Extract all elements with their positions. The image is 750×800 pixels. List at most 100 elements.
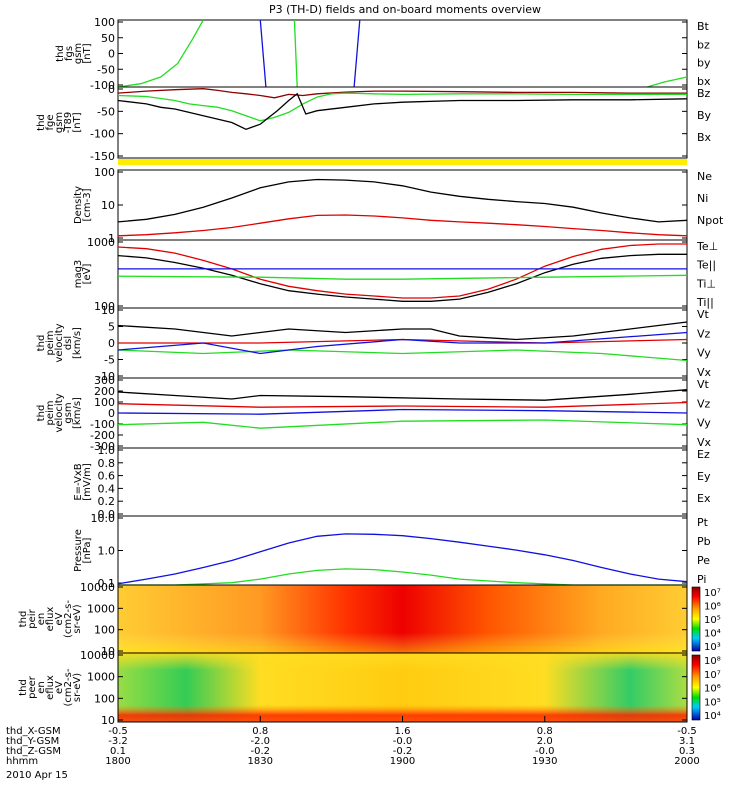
panel-temp: 1000 100 mag3[eV] Te⊥ Te|| Ti⊥ Ti|| bbox=[73, 236, 718, 313]
panel-frame bbox=[117, 169, 688, 241]
legend-temp-te: Te⊥ bbox=[696, 240, 718, 253]
y-tick-label: 100 bbox=[94, 396, 115, 409]
x-axis-row-value: 1900 bbox=[390, 756, 415, 767]
panel-frame bbox=[117, 86, 688, 159]
legend-pressure-pe: Pe bbox=[697, 554, 710, 567]
legend-fgs-bt: Bt bbox=[697, 20, 710, 33]
x-axis-row-value: 2000 bbox=[674, 756, 699, 767]
y-axis-label: thd bbox=[55, 45, 66, 62]
y-axis-label: (cm2-s- bbox=[63, 600, 74, 638]
y-tick-label: 100 bbox=[94, 16, 115, 29]
y-tick-label: 0 bbox=[108, 83, 115, 96]
series-vdsl-vx bbox=[117, 331, 688, 355]
y-tick-label: 10 bbox=[101, 199, 115, 212]
y-axis-label: Pressure bbox=[73, 529, 84, 572]
y-tick-label: 0.1 bbox=[98, 577, 116, 590]
series-pressure-pe bbox=[118, 568, 687, 586]
y-tick-label: -100 bbox=[90, 79, 115, 92]
y-axis-label: (cm2-s- bbox=[63, 668, 74, 706]
x-axis-row-value: 1930 bbox=[532, 756, 557, 767]
colorbar-tick-label: 10⁷ bbox=[704, 588, 721, 599]
x-axis-row-value: -0.5 bbox=[677, 726, 697, 737]
legend-efield-ez: Ez bbox=[697, 448, 710, 461]
y-tick-label: 10 bbox=[101, 304, 115, 317]
legend-vdsl-vy: Vy bbox=[697, 347, 711, 360]
series-fgs-by bbox=[647, 76, 688, 88]
x-axis-row-label: thd_Z-GSM bbox=[6, 746, 61, 757]
colorbar-tick-label: 10⁴ bbox=[704, 711, 721, 722]
y-tick-label: 100 bbox=[94, 624, 115, 637]
legend-fgs-by: by bbox=[697, 57, 711, 70]
series-vgsm-vy bbox=[117, 419, 688, 429]
y-axis-label: peim bbox=[45, 400, 56, 425]
y-tick-label: -100 bbox=[90, 418, 115, 431]
y-tick-label: 1.0 bbox=[98, 444, 116, 457]
x-axis-row-value: 0.3 bbox=[679, 746, 695, 757]
y-tick-label: 0.8 bbox=[98, 457, 116, 470]
y-tick-label: 0.2 bbox=[98, 495, 116, 508]
y-axis-label: fge bbox=[45, 114, 56, 130]
y-axis-label: -T89 bbox=[63, 112, 74, 134]
y-tick-label: -150 bbox=[90, 150, 115, 163]
series-vgsm-vt bbox=[117, 389, 688, 401]
colorbar-tick-label: 10⁶ bbox=[704, 684, 721, 695]
series-vgsm-vx bbox=[117, 408, 688, 415]
legend-temp-ti: Ti|| bbox=[696, 296, 714, 309]
panel-efield: 1.00.80.60.40.20.0 E=-VxB[mV/m] Ez Ey Ex bbox=[73, 444, 711, 521]
y-tick-label: -5 bbox=[104, 354, 115, 367]
y-tick-label: 0.4 bbox=[98, 482, 116, 495]
series-vdsl-vy bbox=[117, 349, 688, 362]
y-tick-label: 5 bbox=[108, 321, 115, 334]
colorbar-tick-label: 10⁴ bbox=[704, 629, 721, 640]
panel-pressure: 10.0 1.0 0.1 Pressure[nPa] Pt Pb Pe Pi bbox=[73, 512, 711, 590]
heatmap-overlay-peer bbox=[118, 653, 687, 722]
x-axis-row-value: 0.8 bbox=[252, 726, 268, 737]
legend-pressure-pb: Pb bbox=[697, 535, 711, 548]
legend-vdsl-vx: Vx bbox=[697, 366, 712, 379]
legend-pressure-pi: Pi bbox=[697, 573, 706, 586]
y-axis-label: velocity bbox=[54, 323, 65, 362]
y-tick-label: 10 bbox=[101, 714, 115, 727]
series-pressure-pi bbox=[117, 533, 688, 585]
y-axis-label: dsl bbox=[63, 336, 74, 350]
legend-fge-bz: Bz bbox=[697, 87, 711, 100]
legend-pressure-pt: Pt bbox=[697, 516, 709, 529]
colorbar-tick-label: 10³ bbox=[704, 642, 721, 653]
panel-frame bbox=[117, 19, 688, 88]
colorbar-peir bbox=[691, 586, 701, 652]
y-tick-label: 1000 bbox=[87, 236, 115, 249]
series-density-ne bbox=[117, 214, 688, 237]
y-axis-label: Density bbox=[73, 186, 84, 224]
series-fgs-by bbox=[117, 19, 204, 88]
legend-vgsm-vy: Vy bbox=[697, 417, 711, 430]
y-axis-label: E=-VxB bbox=[73, 463, 84, 500]
x-axis-row-label: thd_Y-GSM bbox=[6, 736, 59, 747]
legend-vdsl-vz: Vz bbox=[697, 327, 711, 340]
colorbar-tick-label: 10⁶ bbox=[704, 602, 721, 613]
legend-vgsm-vz: Vz bbox=[697, 397, 711, 410]
y-axis-label: eflux bbox=[45, 607, 56, 632]
panel-density: 100 10 1 Density[cm-3] Ne Ni Npot bbox=[73, 166, 724, 245]
panel-peer: 10⁸ 10⁷ 10⁶ 10⁵ 10⁴ 10000 1000 100 10 thdpeerenef… bbox=[18, 649, 721, 727]
y-axis-label: eV bbox=[54, 612, 65, 625]
date-label: 2010 Apr 15 bbox=[6, 770, 68, 781]
x-axis-row-value: -3.2 bbox=[108, 736, 128, 747]
series-fge-bz bbox=[117, 88, 687, 99]
legend-fgs-bx: bx bbox=[697, 75, 711, 88]
x-axis-row-value: 1830 bbox=[248, 756, 273, 767]
series-fge-by bbox=[117, 92, 687, 122]
panel-frame bbox=[117, 447, 688, 517]
series-density-ni bbox=[117, 178, 688, 223]
colorbar-tick-label: 10⁸ bbox=[704, 656, 721, 667]
x-axis-row-value: -2.0 bbox=[250, 736, 270, 747]
panel-peir: 10⁷ 10⁶ 10⁵ 10⁴ 10³ 10000 1000 100 10 thdpeirenef… bbox=[18, 581, 721, 658]
y-axis-label: mag3 bbox=[73, 260, 84, 289]
panel-frame bbox=[117, 377, 688, 449]
y-axis-label: en bbox=[36, 613, 47, 626]
y-axis-label: eV bbox=[54, 681, 65, 694]
colorbar-peer bbox=[691, 654, 701, 721]
y-tick-label: -300 bbox=[90, 440, 115, 453]
y-axis-label: [cm-3] bbox=[82, 188, 93, 221]
